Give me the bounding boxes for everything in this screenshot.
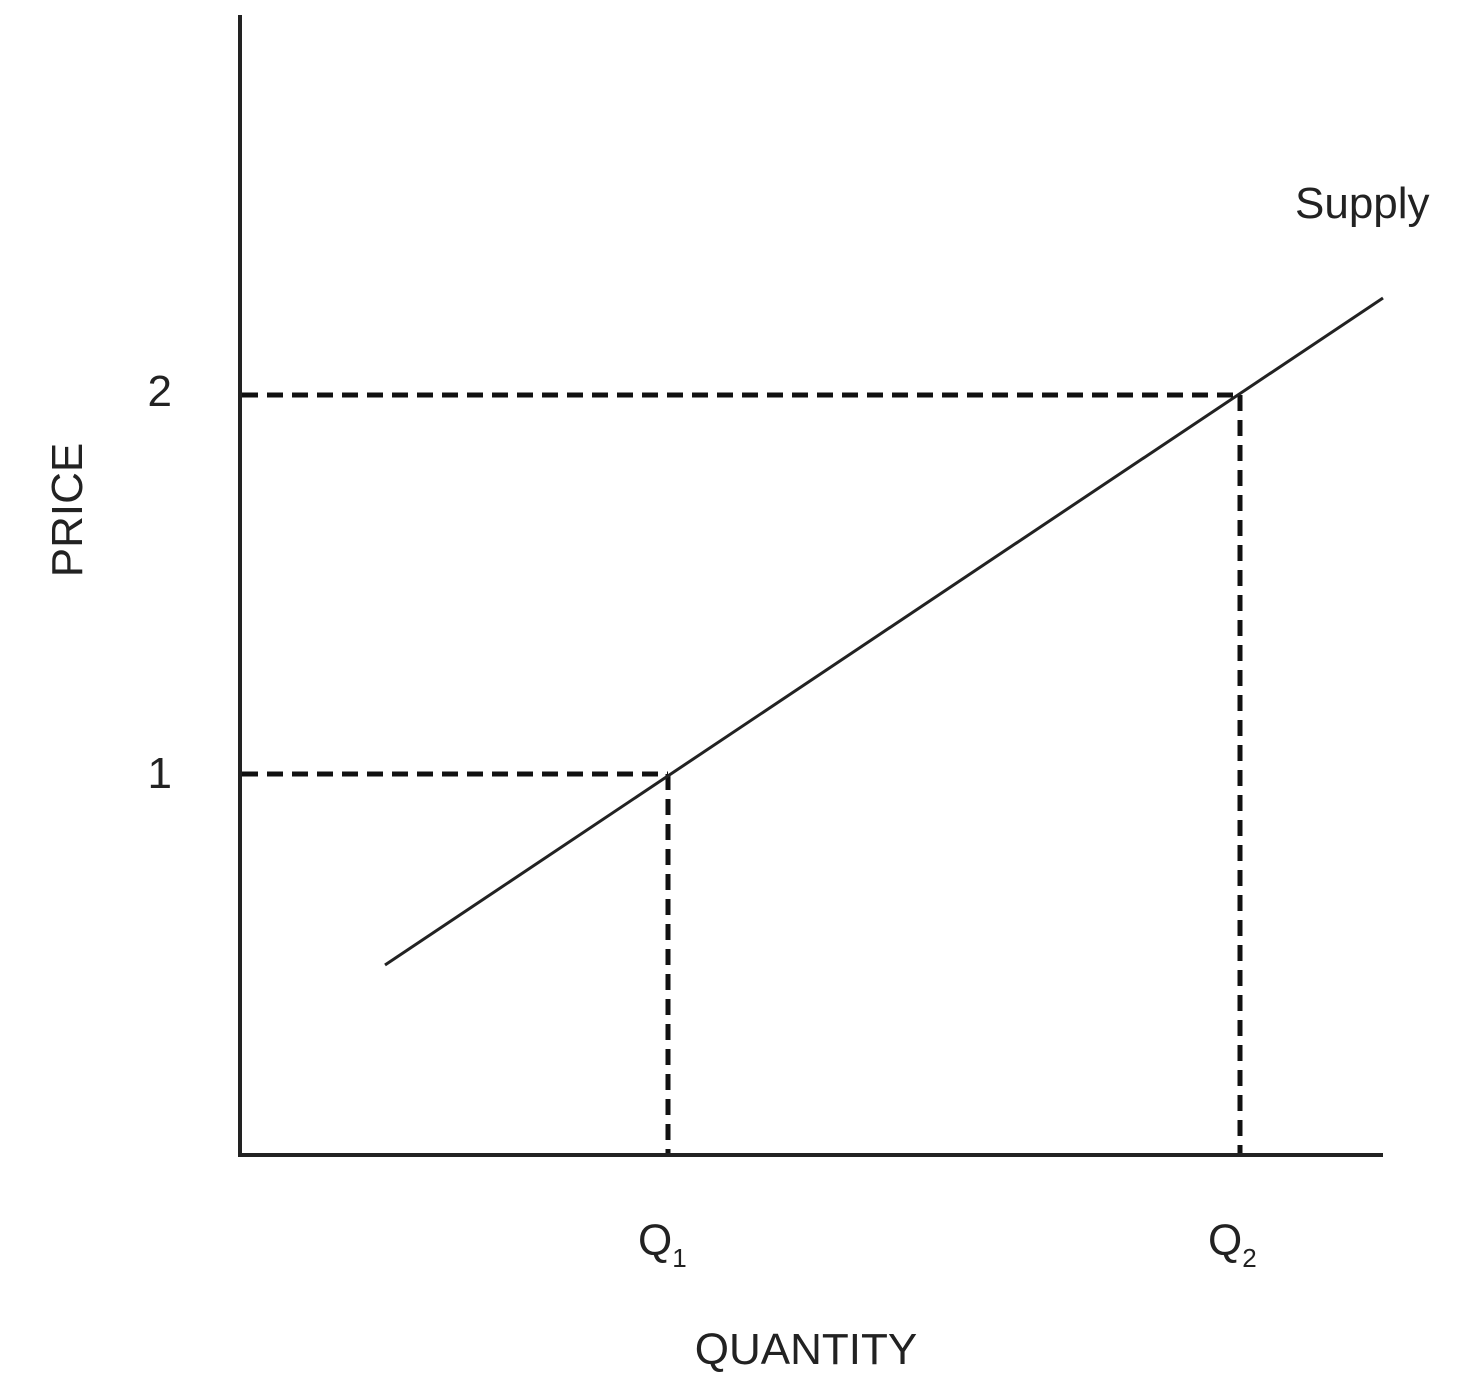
- tick-subscript: 2: [1242, 1243, 1256, 1273]
- quantity-axis-label: QUANTITY: [695, 1325, 917, 1374]
- tick-subscript: 1: [672, 1243, 686, 1273]
- quantity-tick-label: Q1: [638, 1216, 687, 1273]
- price-axis-label: PRICE: [43, 443, 92, 577]
- tick-letter: Q: [1208, 1216, 1242, 1265]
- supply-label: Supply: [1295, 179, 1430, 228]
- tick-letter: Q: [638, 1216, 672, 1265]
- supply-curve: [384, 296, 1384, 967]
- quantity-tick-label: Q2: [1208, 1216, 1257, 1273]
- price-tick-label: 1: [148, 749, 172, 798]
- price-tick-label: 2: [148, 367, 172, 416]
